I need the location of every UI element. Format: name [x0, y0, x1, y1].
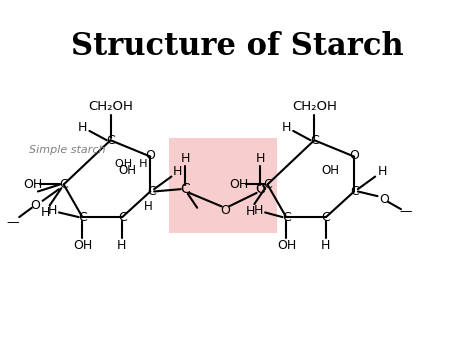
Text: H: H: [256, 152, 265, 165]
Text: H: H: [144, 200, 152, 213]
Text: H: H: [282, 121, 291, 134]
Text: Simple starch: Simple starch: [28, 144, 105, 154]
Text: OH  H: OH H: [115, 159, 148, 169]
Text: C: C: [181, 182, 191, 196]
Text: O: O: [220, 204, 230, 217]
Text: C: C: [263, 178, 272, 191]
Text: OH: OH: [229, 178, 248, 191]
Text: H: H: [377, 165, 387, 179]
Text: OH: OH: [118, 164, 136, 177]
Text: H: H: [117, 240, 126, 252]
Bar: [169, 138, 277, 233]
Text: C: C: [118, 211, 127, 224]
Text: C: C: [282, 211, 291, 224]
Text: H: H: [254, 204, 263, 217]
Text: Structure of Starch: Structure of Starch: [71, 31, 403, 62]
Text: O: O: [146, 149, 155, 162]
Text: OH: OH: [277, 240, 297, 252]
Text: H: H: [181, 152, 190, 165]
Text: C: C: [106, 134, 115, 147]
Text: H: H: [320, 240, 330, 252]
Text: —: —: [7, 216, 19, 229]
Text: C: C: [78, 211, 87, 224]
Text: O: O: [31, 199, 40, 212]
Text: H: H: [41, 206, 51, 219]
Text: C: C: [59, 178, 68, 191]
Text: C: C: [310, 134, 319, 147]
Text: CH₂OH: CH₂OH: [88, 100, 133, 113]
Text: C: C: [351, 185, 359, 198]
Text: C: C: [322, 211, 330, 224]
Text: C: C: [255, 182, 265, 196]
Text: C: C: [147, 185, 155, 198]
Text: OH: OH: [74, 240, 93, 252]
Text: —: —: [400, 206, 412, 218]
Text: CH₂OH: CH₂OH: [292, 100, 337, 113]
Text: O: O: [349, 149, 359, 162]
Text: O: O: [380, 193, 390, 206]
Text: H: H: [246, 204, 255, 218]
Text: H: H: [78, 121, 87, 134]
Text: H: H: [47, 204, 57, 217]
Text: OH: OH: [322, 164, 340, 177]
Text: OH: OH: [24, 178, 43, 191]
Text: H: H: [173, 165, 182, 179]
